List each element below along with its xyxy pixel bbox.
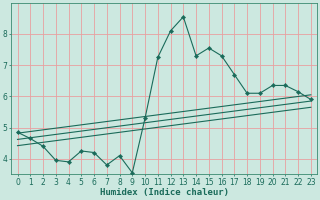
X-axis label: Humidex (Indice chaleur): Humidex (Indice chaleur) [100, 188, 229, 197]
